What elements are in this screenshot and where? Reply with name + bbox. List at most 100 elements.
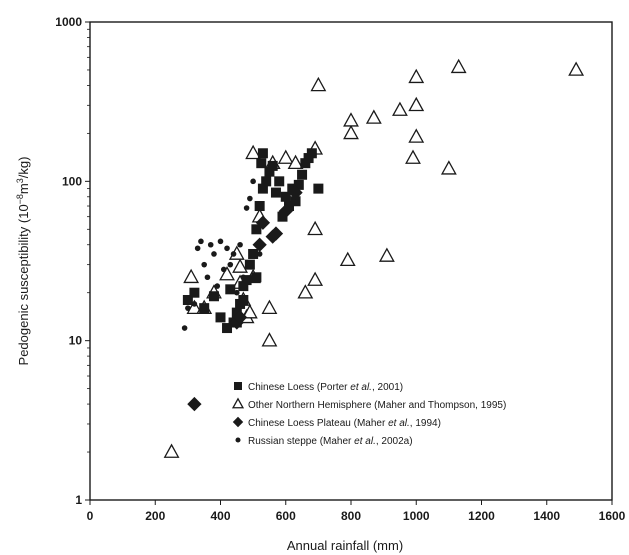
x-tick-label: 1600 — [599, 509, 626, 523]
y-tick-label: 1 — [75, 493, 82, 507]
x-tick-label: 1400 — [533, 509, 560, 523]
diamond-point — [278, 203, 293, 219]
legend-diamond-marker — [232, 416, 244, 428]
legend: Chinese Loess (Porter et al., 2001)Other… — [231, 382, 506, 447]
x-tick-label: 800 — [341, 509, 361, 523]
square-point — [270, 187, 281, 198]
legend-triangle-marker — [231, 397, 245, 409]
triangle-point — [232, 258, 248, 273]
square-point — [256, 158, 267, 169]
axis-ticks: 0 200 400 600 800 1000 1200 1400 1600 1 10 100 1000 — [55, 15, 625, 523]
circle-point — [181, 325, 188, 331]
y-axis-title: Pedogenic susceptibility (10−8m3/kg) — [15, 157, 31, 366]
x-tick-label: 0 — [87, 509, 94, 523]
square-point — [231, 307, 242, 318]
circle-point — [217, 238, 224, 245]
diamond-point — [252, 237, 267, 252]
triangle-point — [450, 58, 467, 74]
triangle-point — [343, 112, 359, 127]
diamond-point — [232, 310, 248, 325]
x-tick-label: 200 — [145, 509, 165, 523]
square-point — [280, 191, 291, 202]
square-point — [261, 176, 272, 187]
legend-item-label: Other Northern Hemisphere (Maher and Tho… — [248, 400, 506, 411]
legend-label-end: , 2001) — [372, 382, 403, 393]
y-axis-title-sup1: −8 — [15, 194, 25, 204]
circle-point — [227, 261, 234, 268]
triangle-point — [392, 101, 408, 116]
square-point — [215, 312, 226, 323]
circle-point — [207, 241, 214, 248]
circle-point — [204, 274, 211, 281]
square-point — [297, 169, 308, 180]
circle-point — [185, 305, 191, 311]
square-point — [248, 248, 259, 259]
triangle-point — [183, 268, 200, 284]
y-tick-label: 10 — [69, 334, 83, 348]
legend-label-end: , 1994) — [410, 418, 441, 429]
legend-item-label: Chinese Loess Plateau (Maher et al., 199… — [248, 418, 441, 429]
triangle-point — [405, 149, 421, 164]
y-axis-title-sup2: 3 — [15, 178, 25, 183]
triangle-point — [568, 61, 585, 76]
square-point — [284, 201, 295, 212]
triangle-point — [408, 68, 425, 84]
y-tick-label: 1000 — [55, 15, 82, 29]
square-point — [251, 224, 262, 235]
square-point — [189, 287, 200, 298]
data-points — [163, 58, 585, 458]
legend-label-italic: et al. — [388, 418, 410, 429]
square-point — [238, 294, 249, 305]
y-axis-title-mid: m — [16, 183, 31, 194]
triangle-point — [297, 284, 314, 299]
diamond-point — [255, 215, 271, 230]
legend-label-italic: et al. — [350, 382, 372, 393]
square-point — [293, 179, 304, 190]
legend-square-marker — [234, 382, 242, 390]
triangle-point — [186, 299, 203, 314]
square-point — [251, 272, 262, 283]
square-point — [244, 259, 255, 270]
triangle-point — [277, 149, 294, 164]
circle-point — [247, 195, 253, 202]
square-point — [306, 148, 317, 159]
square-point — [300, 158, 311, 169]
circle-point — [191, 301, 198, 307]
circle-point — [211, 251, 217, 257]
triangle-point — [307, 220, 324, 236]
diamond-point — [187, 396, 202, 412]
square-point — [267, 160, 278, 171]
circle-point — [201, 261, 207, 268]
circle-point — [198, 238, 204, 245]
square-point — [257, 183, 268, 194]
square-point — [222, 323, 233, 334]
y-axis-title-end: /kg) — [16, 157, 31, 179]
legend-label-main: Other Northern Hemisphere (Maher and Tho… — [248, 400, 506, 411]
circle-point — [237, 241, 243, 248]
legend-item-label: Russian steppe (Maher et al., 2002a) — [248, 436, 413, 447]
circle-point — [250, 178, 256, 185]
square-point — [182, 294, 193, 305]
x-tick-label: 600 — [276, 509, 296, 523]
square-point — [290, 196, 301, 207]
x-tick-label: 400 — [210, 509, 230, 523]
triangle-point — [440, 160, 457, 175]
square-point — [313, 183, 324, 194]
legend-item-label: Chinese Loess (Porter et al., 2001) — [248, 382, 403, 393]
circle-point — [220, 266, 227, 273]
diamond-point — [268, 226, 284, 241]
legend-label-main: Chinese Loess (Porter — [248, 382, 350, 393]
triangle-point — [408, 128, 425, 143]
y-tick-label: 100 — [62, 174, 82, 188]
triangle-point — [339, 251, 356, 267]
circle-point — [194, 245, 201, 252]
square-point — [225, 284, 236, 295]
triangle-point — [365, 109, 382, 124]
triangle-point — [261, 332, 278, 347]
triangle-point — [287, 154, 304, 170]
triangle-point — [219, 266, 235, 281]
legend-label-end: , 2002a) — [376, 436, 413, 447]
triangle-point — [261, 299, 278, 314]
circle-point — [256, 251, 263, 257]
